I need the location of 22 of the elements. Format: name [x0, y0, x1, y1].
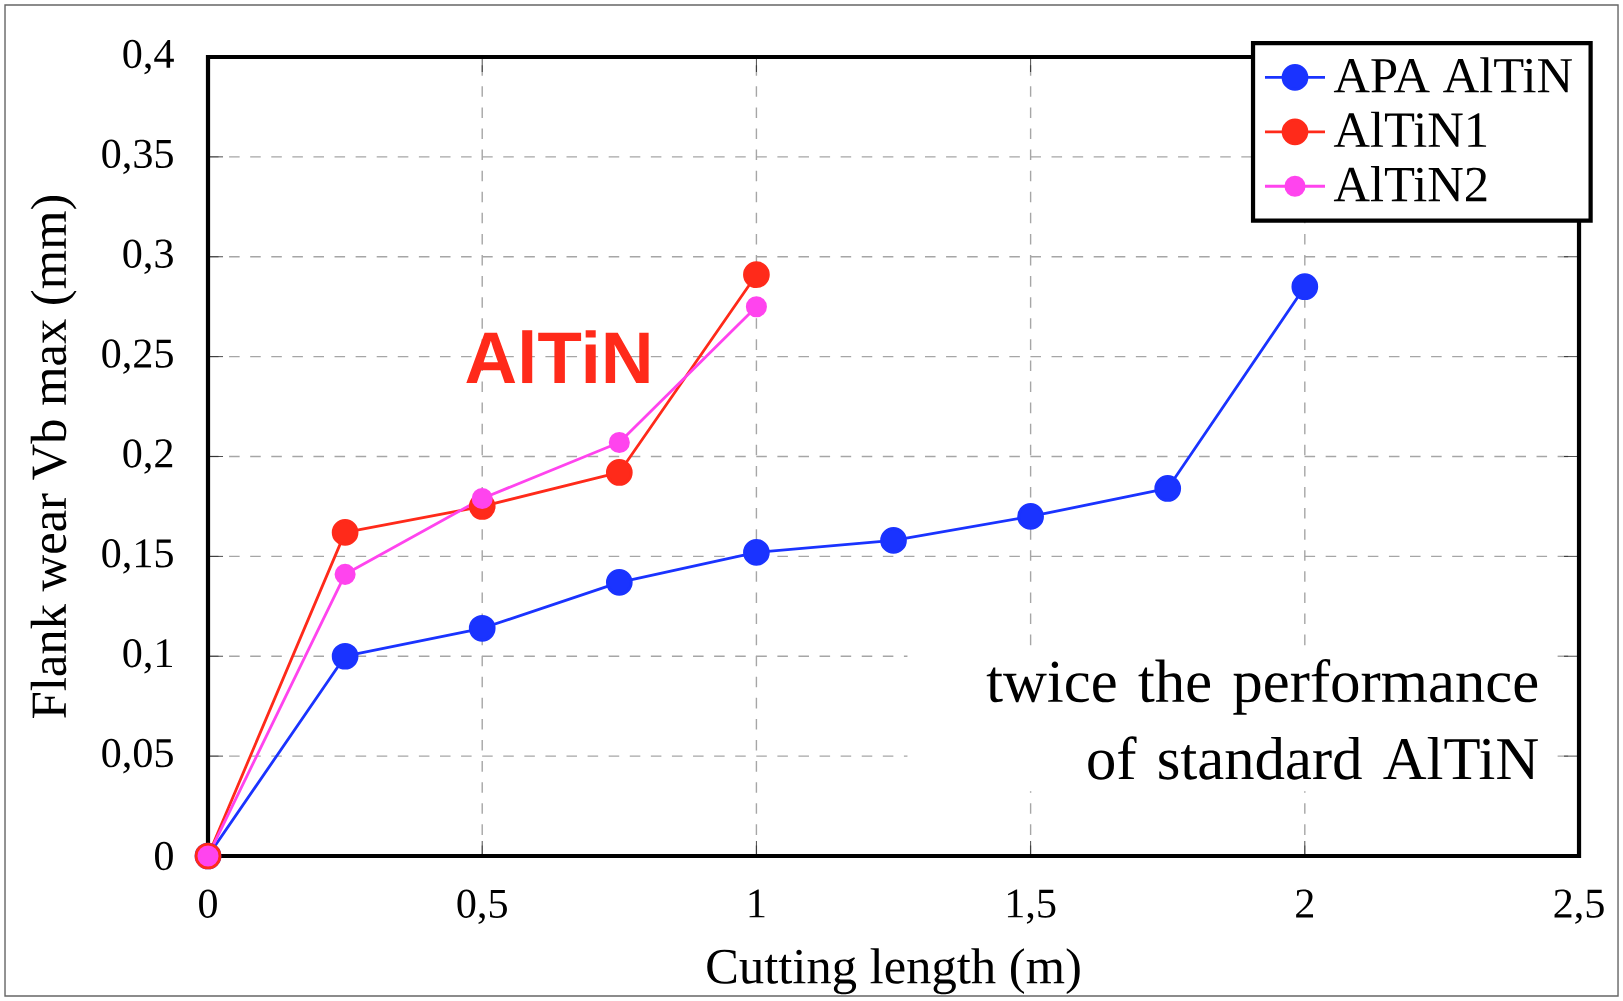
x-tick-label: 0,5: [457, 889, 507, 925]
annotation: twice the performance of standard AlTiN: [986, 658, 1538, 780]
x-tick-label: 1: [749, 889, 765, 918]
annotation: AlTiN: [466, 330, 649, 384]
legend-label: APA AlTiN: [1333, 57, 1572, 93]
y-tick-label: 0,1: [123, 638, 172, 674]
x-axis-title: Cutting length (m): [707, 948, 1080, 995]
y-tick-label: 0,3: [123, 239, 173, 275]
y-tick-label: 0,35: [102, 139, 173, 175]
legend-label: AlTiN2: [1333, 166, 1487, 202]
y-axis-title: Flank wear Vb max (mm): [30, 195, 77, 718]
x-tick-label: 2: [1296, 889, 1314, 918]
y-tick-label: 0: [155, 841, 173, 871]
x-tick-label: 0: [199, 889, 217, 918]
legend-label: AlTiN1: [1333, 111, 1487, 147]
y-tick-label: 0,4: [123, 39, 174, 75]
y-tick-label: 0,05: [102, 738, 173, 774]
y-tick-label: 0,15: [102, 539, 173, 574]
y-tick-label: 0,25: [102, 339, 173, 374]
x-tick-label: 1,5: [1007, 889, 1056, 924]
x-tick-label: 2,5: [1554, 889, 1604, 924]
y-tick-label: 0,2: [123, 439, 173, 474]
